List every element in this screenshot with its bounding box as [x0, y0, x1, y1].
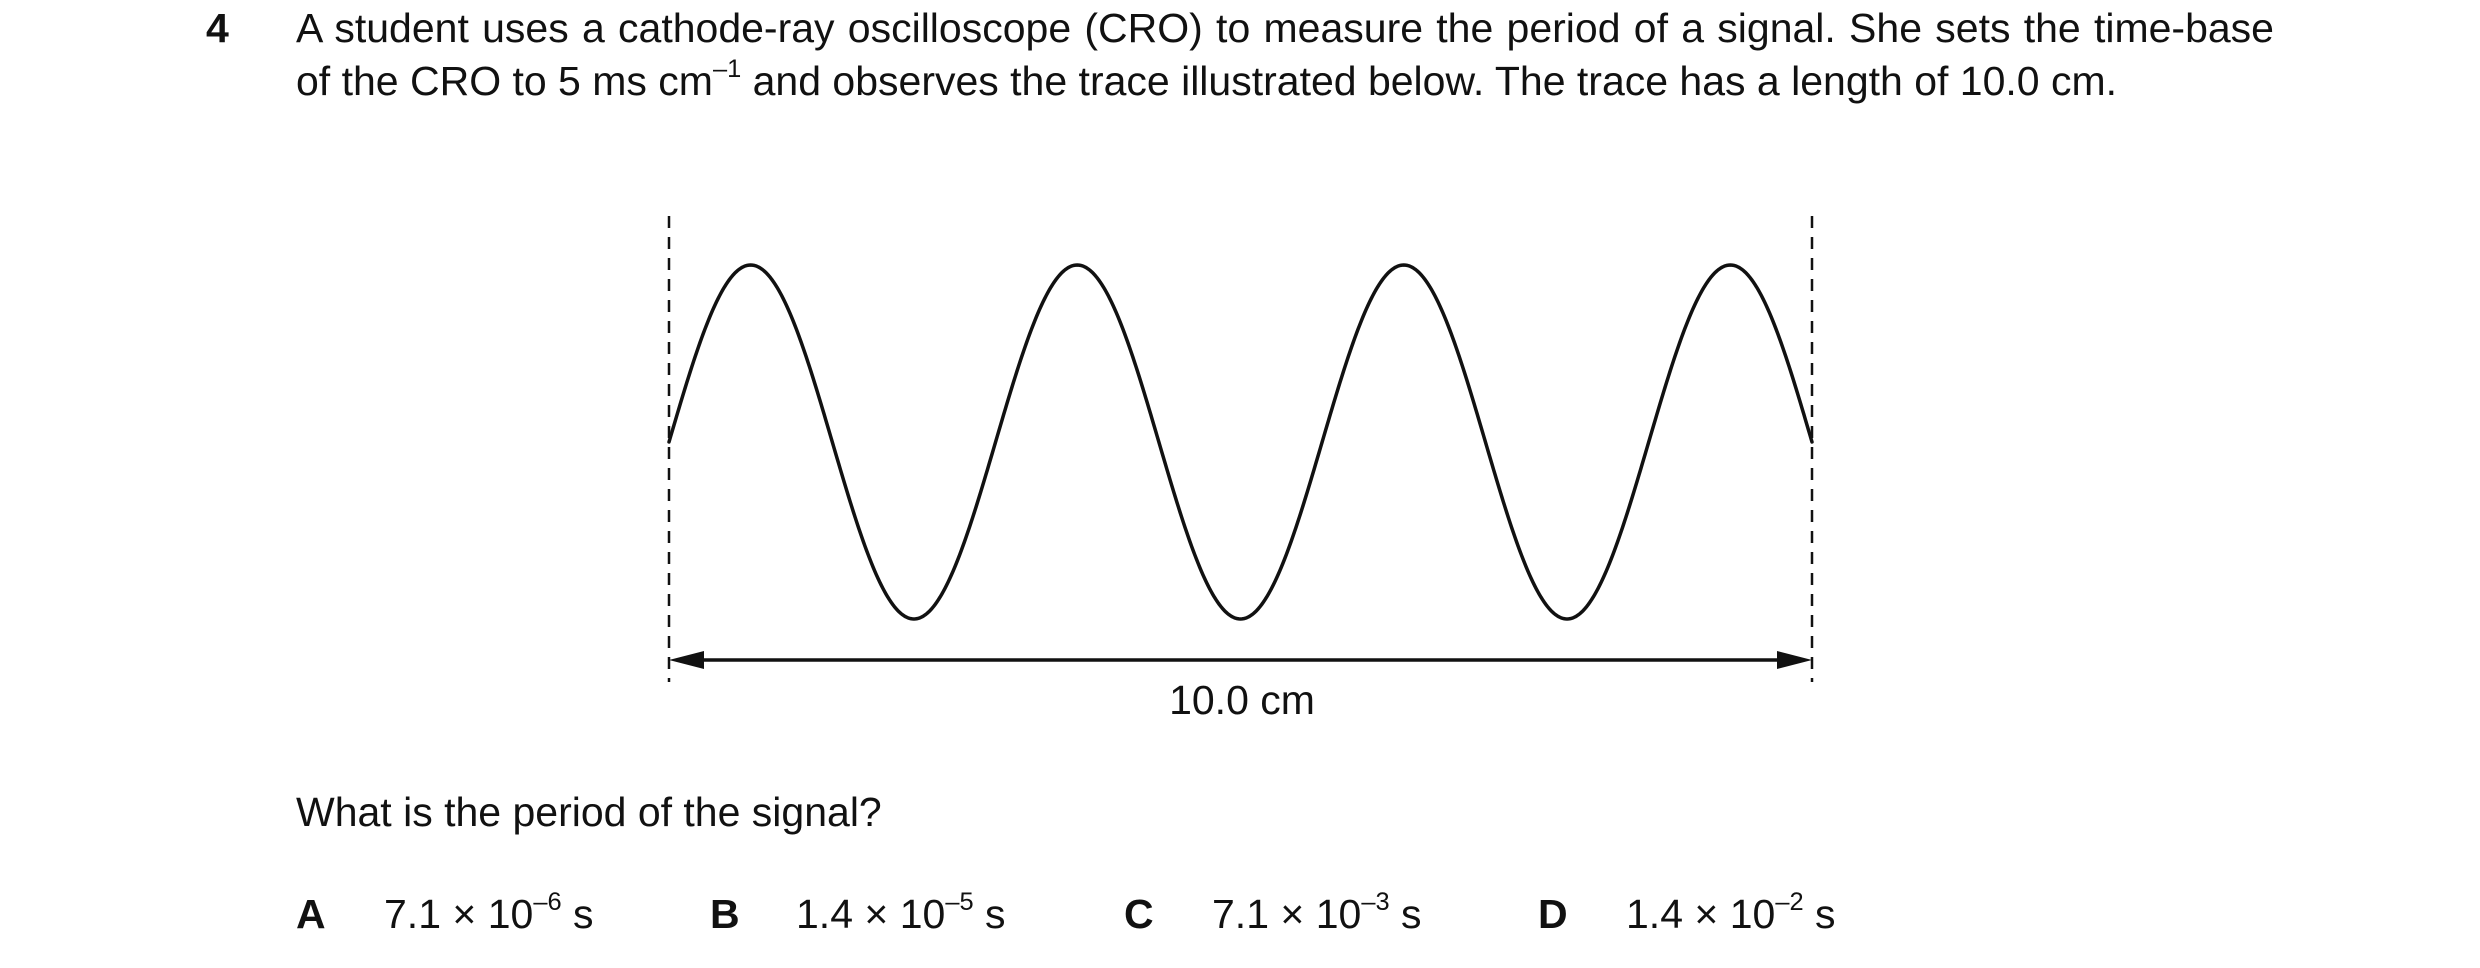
option-b-letter: B: [710, 891, 740, 937]
option-d-letter: D: [1538, 891, 1568, 937]
stem-text-part1: A student uses a cathode-ray oscilloscop…: [296, 5, 2274, 104]
option-d-value: 1.4 × 10–2 s: [1626, 888, 1836, 937]
question-stem: A student uses a cathode-ray oscilloscop…: [296, 2, 2274, 107]
question-prompt: What is the period of the signal?: [296, 789, 882, 835]
answer-options: A 7.1 × 10–6 s B 1.4 × 10–5 s C 7.1 × 10…: [296, 888, 2276, 948]
question-number: 4: [206, 5, 229, 51]
sine-wave-trace: [667, 263, 1814, 621]
option-c-value: 7.1 × 10–3 s: [1212, 888, 1422, 937]
option-a-value: 7.1 × 10–6 s: [384, 888, 594, 937]
left-arrowhead: [669, 651, 704, 669]
option-c-letter: C: [1124, 891, 1154, 937]
option-b-value: 1.4 × 10–5 s: [796, 888, 1006, 937]
trace-length-label: 10.0 cm: [1169, 677, 1315, 723]
stem-text-part2: and observes the trace illustrated below…: [741, 57, 2118, 104]
stem-exponent: –1: [712, 54, 742, 83]
right-arrowhead: [1777, 651, 1812, 669]
option-a-letter: A: [296, 891, 326, 937]
